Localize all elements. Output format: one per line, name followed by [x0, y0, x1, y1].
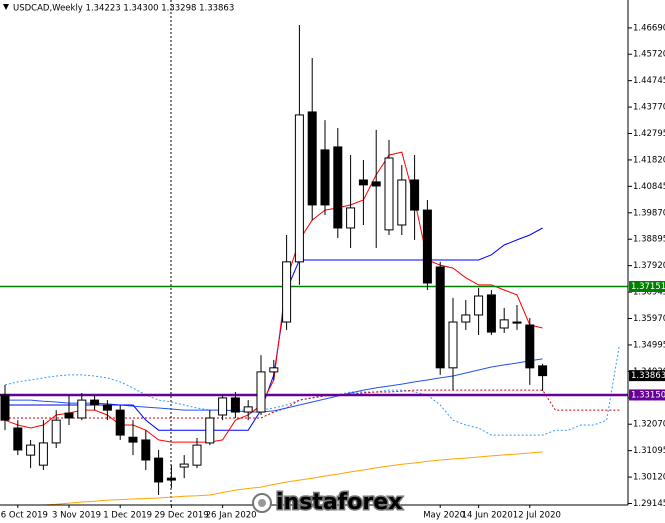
y-tick-label: 1.43770: [633, 103, 665, 113]
candle-body: [448, 321, 458, 369]
y-tick-label: 1.38895: [633, 235, 665, 245]
x-tick-label: 14 Jun 2020: [462, 511, 513, 521]
candle-body: [397, 179, 407, 226]
candle-body: [499, 319, 509, 329]
y-tick-label: 1.41820: [633, 155, 665, 165]
x-tick-label: 1 Dec 2019: [103, 511, 152, 521]
candle-body: [51, 419, 61, 444]
watermark-text: instaforex: [276, 490, 402, 515]
candle-body: [166, 477, 176, 481]
candle-body: [192, 444, 202, 466]
y-tick-label: 1.36945: [633, 288, 665, 298]
title-icon: [3, 4, 9, 10]
y-tick-label: 1.30120: [633, 473, 665, 483]
y-tick-label: 1.29145: [633, 499, 665, 509]
candle-body: [0, 394, 10, 421]
candle-body: [13, 427, 23, 451]
y-tick-label: 1.37920: [633, 261, 665, 271]
y-tick-label: 1.34995: [633, 340, 665, 350]
indicator-line: [43, 451, 543, 506]
candle-body: [141, 439, 151, 461]
y-tick-label: 1.35970: [633, 314, 665, 324]
candle-body: [538, 365, 548, 377]
candle-body: [410, 179, 420, 211]
candle-body: [90, 399, 100, 406]
candle-body: [307, 111, 317, 206]
candle-body: [461, 314, 471, 323]
candle-body: [358, 179, 368, 186]
price-label-bg: [629, 280, 665, 292]
watermark-logo: [258, 499, 266, 507]
candle-body: [205, 417, 215, 444]
price-label: 1.37151: [631, 282, 665, 292]
price-label-bg: [629, 389, 665, 401]
price-label-bg: [629, 370, 665, 382]
candle-body: [230, 397, 240, 413]
price-label: 1.33150: [631, 390, 665, 400]
y-tick-label: 1.44745: [633, 76, 665, 86]
candle-body: [243, 406, 253, 413]
candle-body: [38, 442, 48, 466]
chart-title: USDCAD,Weekly 1.34223 1.34300 1.33298 1.…: [13, 4, 234, 14]
x-tick-label: 12 Jul 2020: [513, 511, 561, 521]
watermark: instaforex: [252, 489, 404, 517]
candle-body: [486, 294, 496, 333]
candle-body: [384, 157, 394, 231]
y-tick-label: 1.40845: [633, 182, 665, 192]
candle-body: [77, 399, 87, 419]
x-tick-label: 26 Jan 2020: [206, 511, 257, 521]
candle-body: [333, 146, 343, 229]
y-tick-label: 1.32070: [633, 420, 665, 430]
candle-body: [102, 404, 112, 411]
candle-body: [282, 261, 292, 323]
candle-body: [115, 409, 125, 436]
candle-body: [474, 295, 484, 316]
candle-body: [320, 149, 330, 206]
candle-body: [128, 436, 138, 443]
candle-body: [525, 324, 535, 369]
candle-body: [26, 444, 36, 456]
y-tick-label: 1.42795: [633, 129, 665, 139]
candle-body: [512, 321, 522, 324]
indicator-line: [5, 389, 620, 419]
candle-body: [269, 367, 279, 373]
x-tick-label: 6 Oct 2019: [1, 511, 48, 521]
x-tick-label: May 2020: [423, 511, 465, 521]
candle-body: [371, 181, 381, 187]
plot-area: [0, 24, 628, 506]
y-tick-label: 1.39870: [633, 208, 665, 218]
candle-body: [64, 412, 74, 419]
candle-body: [154, 457, 164, 483]
candle-body: [346, 207, 356, 229]
candle-body: [422, 209, 432, 284]
y-tick-label: 1.46690: [633, 23, 665, 33]
x-tick-label: 3 Nov 2019: [52, 511, 101, 521]
candle-body: [435, 266, 445, 369]
candle-body: [256, 371, 266, 413]
price-label: 1.33863: [631, 371, 665, 381]
candle-body: [179, 463, 189, 468]
x-tick-label: 29 Dec 2019: [154, 511, 208, 521]
candle-body: [294, 114, 304, 263]
candle-body: [218, 397, 228, 416]
y-tick-label: 1.45720: [633, 50, 665, 60]
y-tick-label: 1.31095: [633, 446, 665, 456]
